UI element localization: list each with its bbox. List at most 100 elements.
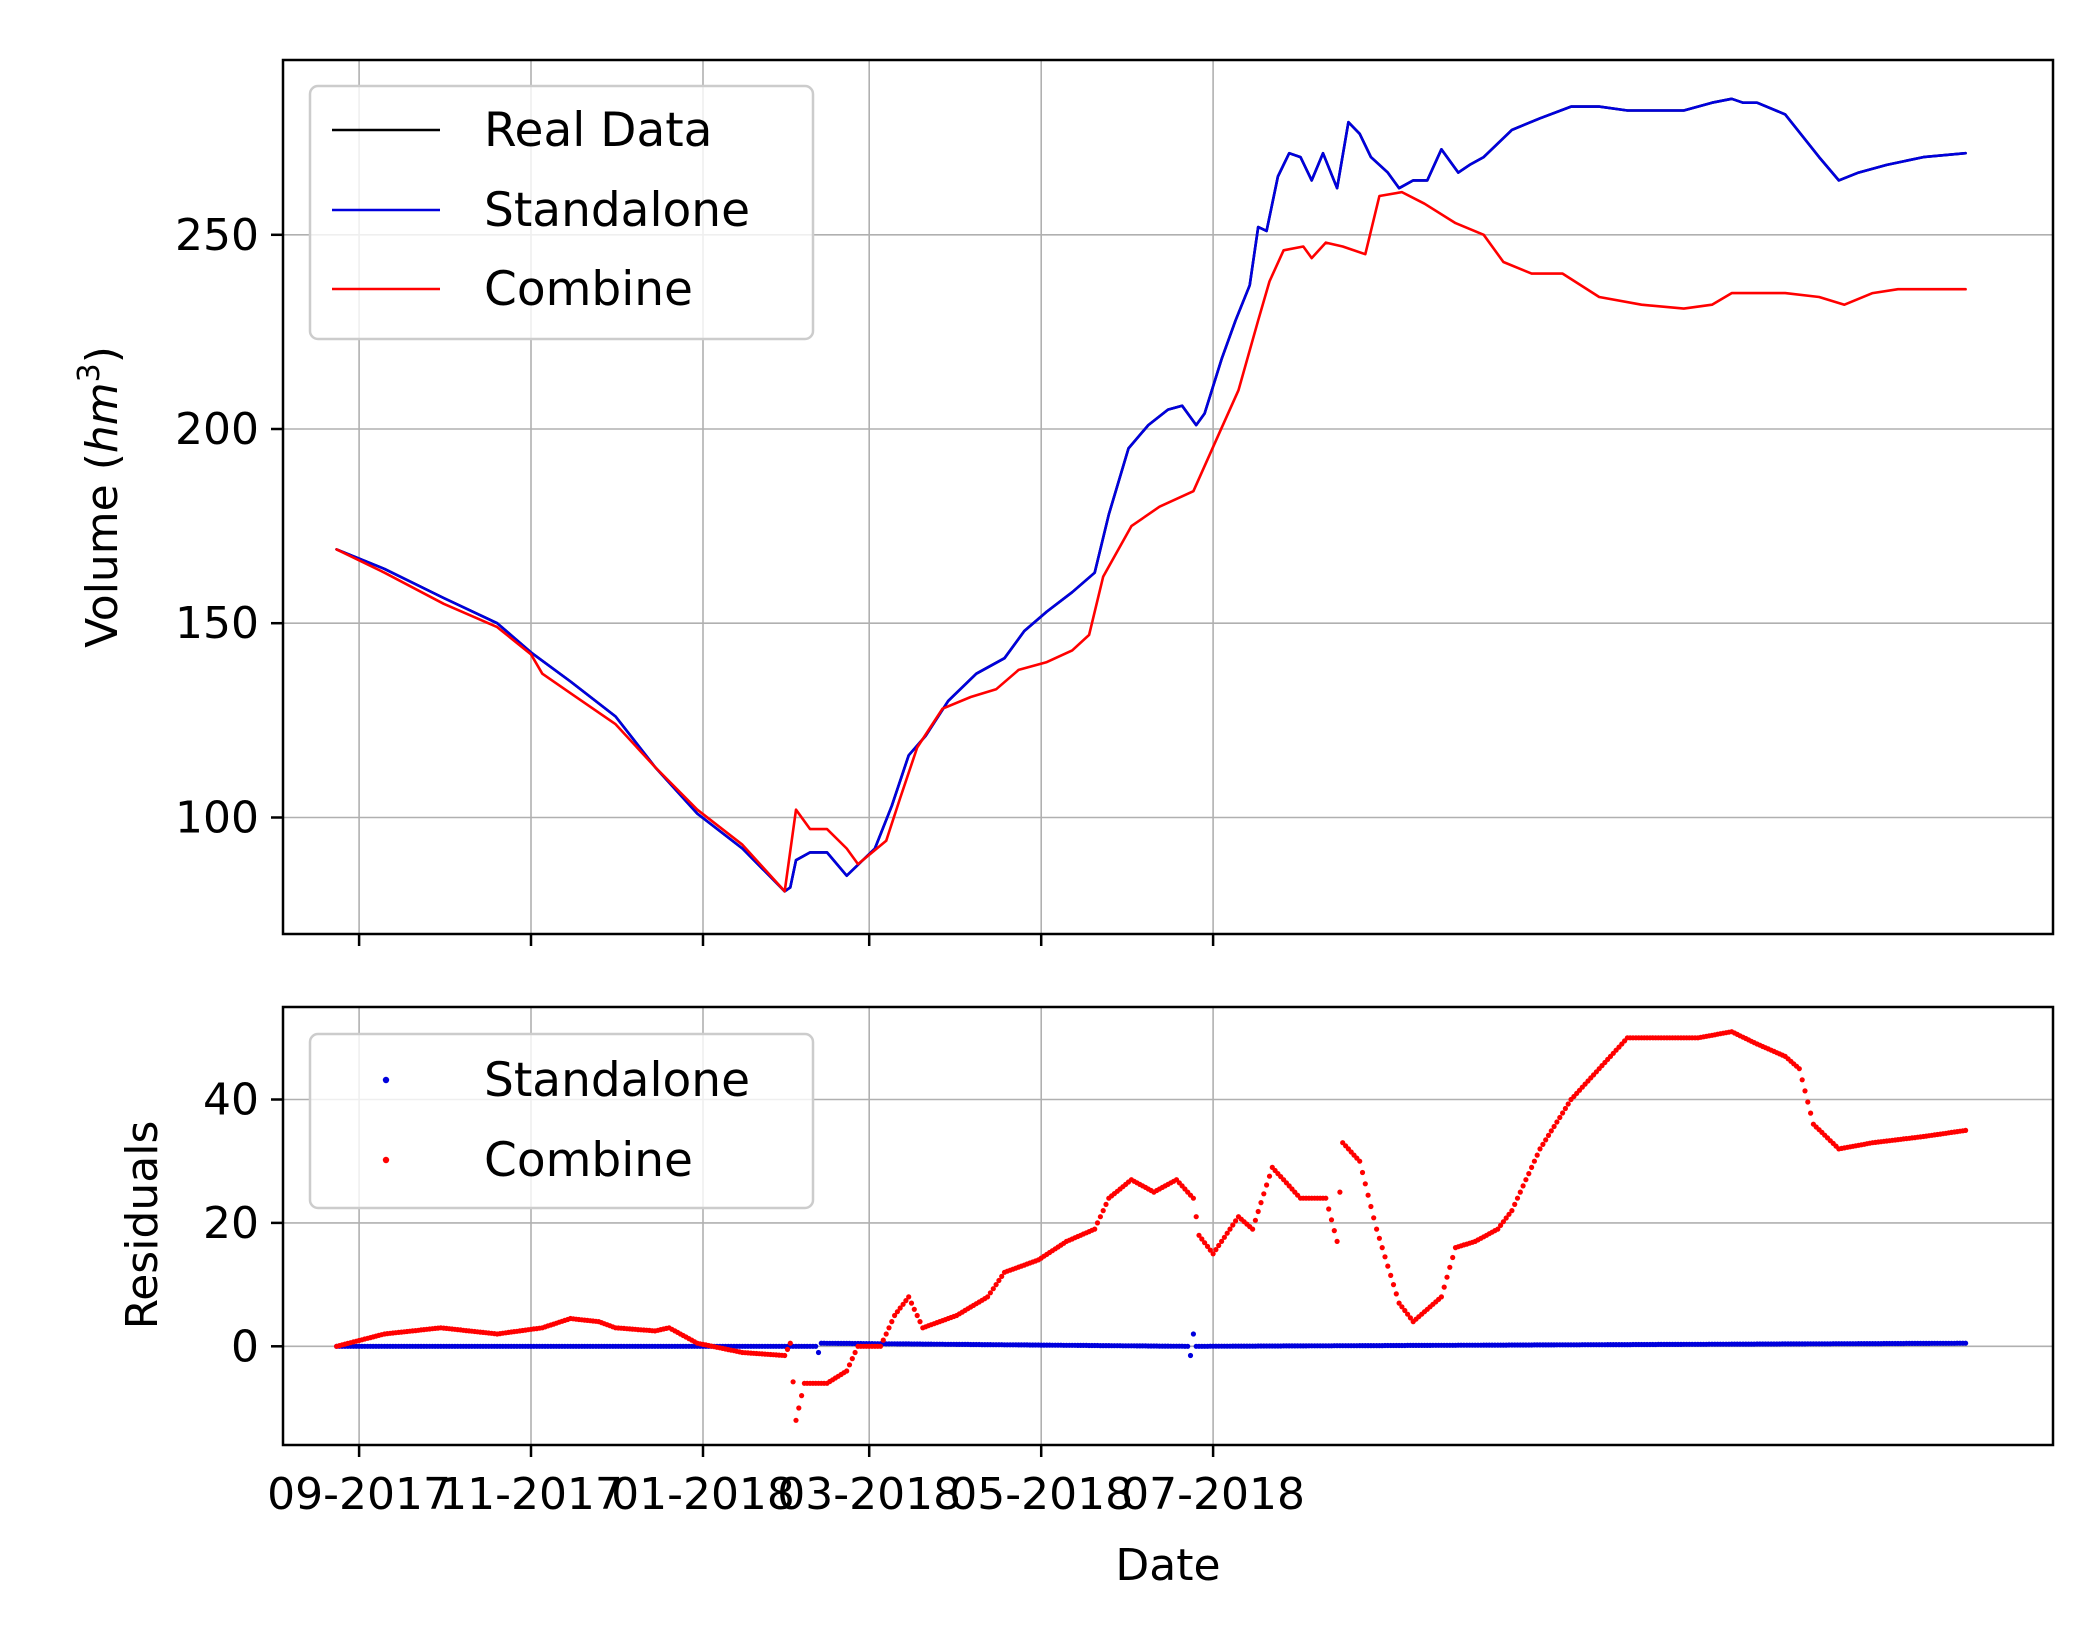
volume-legend: Real Data Standalone Combine bbox=[308, 84, 815, 341]
residual-point bbox=[1963, 1340, 1969, 1346]
residuals-axes-frame bbox=[281, 1005, 2055, 1447]
residual-point bbox=[996, 1277, 1002, 1284]
residual-point bbox=[793, 1417, 799, 1423]
residual-point bbox=[815, 1349, 822, 1356]
residual-point bbox=[1357, 1158, 1363, 1164]
residual-point bbox=[889, 1319, 895, 1325]
residual-point bbox=[1216, 1242, 1222, 1249]
residual-point bbox=[1402, 1307, 1408, 1314]
residual-point bbox=[1362, 1181, 1368, 1187]
legend-label-real-data: Real Data bbox=[484, 103, 712, 158]
residual-point bbox=[1805, 1099, 1811, 1105]
volume-y-axis-label: Volume (hm3) bbox=[72, 346, 128, 648]
residual-point bbox=[1261, 1191, 1267, 1197]
volume-y-tick-label: 250 bbox=[175, 210, 259, 261]
x-tick-label: 03-2018 bbox=[777, 1469, 961, 1520]
residual-point bbox=[1562, 1105, 1568, 1112]
residual-point bbox=[1328, 1217, 1335, 1223]
residual-point bbox=[1551, 1123, 1557, 1130]
residuals-x-ticks: 09-201711-201701-201803-201805-201807-20… bbox=[267, 1445, 1305, 1520]
residual-point bbox=[1255, 1208, 1261, 1215]
residual-point bbox=[1963, 1127, 1969, 1133]
residual-point bbox=[1548, 1128, 1554, 1134]
residual-point bbox=[880, 1337, 886, 1343]
residual-point bbox=[1207, 1247, 1213, 1253]
residual-point bbox=[1537, 1146, 1543, 1152]
residual-point bbox=[1405, 1311, 1411, 1317]
residual-point bbox=[886, 1325, 892, 1331]
residual-point bbox=[1250, 1226, 1256, 1232]
residual-point bbox=[1097, 1214, 1103, 1220]
residual-point bbox=[1560, 1110, 1566, 1116]
residual-point bbox=[1264, 1182, 1270, 1188]
residual-point bbox=[1441, 1284, 1447, 1290]
residuals-y-tick-label: 0 bbox=[231, 1321, 259, 1372]
residual-point bbox=[787, 1340, 793, 1346]
residual-point bbox=[1396, 1300, 1402, 1306]
residual-point bbox=[1100, 1208, 1106, 1214]
residual-point bbox=[784, 1346, 791, 1352]
residuals-y-axis-label: Residuals bbox=[117, 1121, 168, 1330]
residual-point bbox=[1337, 1189, 1343, 1195]
legend-marker-combine bbox=[382, 1156, 390, 1164]
residual-point bbox=[1190, 1195, 1196, 1201]
residual-point bbox=[1503, 1215, 1509, 1221]
series-points-combine bbox=[334, 1029, 1969, 1423]
residual-point bbox=[1199, 1236, 1205, 1242]
volume-x-ticks bbox=[357, 934, 1215, 946]
residual-point bbox=[846, 1362, 853, 1368]
residual-point bbox=[1230, 1222, 1236, 1228]
residuals-y-ticks: 0 20 40 bbox=[203, 1075, 283, 1372]
series-points-standalone bbox=[334, 1331, 1969, 1359]
legend-marker-standalone bbox=[382, 1076, 390, 1084]
residual-point bbox=[1210, 1251, 1216, 1257]
residual-point bbox=[1444, 1274, 1450, 1280]
volume-axes-frame bbox=[281, 58, 2055, 936]
residual-point bbox=[917, 1319, 923, 1325]
residual-point bbox=[1534, 1152, 1540, 1158]
residual-point bbox=[1196, 1232, 1202, 1238]
residual-point bbox=[985, 1294, 991, 1300]
residual-point bbox=[987, 1290, 994, 1296]
residuals-legend: Standalone Combine bbox=[308, 1032, 815, 1210]
residual-point bbox=[877, 1343, 884, 1349]
residual-point bbox=[852, 1349, 858, 1356]
residual-point bbox=[796, 1405, 802, 1411]
residual-point bbox=[1323, 1195, 1329, 1201]
residual-point bbox=[1227, 1226, 1233, 1232]
residuals-y-tick-label: 20 bbox=[203, 1198, 259, 1249]
residual-point bbox=[993, 1282, 999, 1288]
volume-y-ticks: 100 150 200 250 bbox=[175, 210, 283, 844]
residual-point bbox=[1202, 1240, 1208, 1246]
residual-point bbox=[1531, 1158, 1537, 1164]
residual-point bbox=[1092, 1226, 1098, 1232]
residual-point bbox=[1514, 1195, 1521, 1201]
residual-point bbox=[1376, 1235, 1382, 1241]
residual-point bbox=[883, 1331, 889, 1337]
residual-point bbox=[903, 1298, 909, 1304]
residual-point bbox=[1190, 1331, 1196, 1337]
residual-point bbox=[1224, 1230, 1230, 1236]
residual-point bbox=[1517, 1189, 1523, 1195]
residual-point bbox=[1219, 1238, 1225, 1244]
volume-legend-box bbox=[308, 84, 815, 341]
residual-point bbox=[911, 1306, 917, 1312]
residual-point bbox=[1233, 1218, 1239, 1224]
residuals-legend-box bbox=[308, 1032, 815, 1210]
residual-point bbox=[1371, 1215, 1377, 1221]
residuals-y-tick-label: 40 bbox=[203, 1075, 259, 1126]
residual-point bbox=[1447, 1264, 1453, 1270]
residual-point bbox=[1094, 1220, 1101, 1226]
residual-point bbox=[906, 1294, 912, 1300]
residual-point bbox=[844, 1368, 850, 1374]
residual-point bbox=[990, 1286, 996, 1292]
residual-point bbox=[782, 1352, 788, 1359]
residual-point bbox=[1808, 1110, 1814, 1116]
residual-point bbox=[897, 1305, 903, 1311]
residual-point bbox=[1506, 1211, 1512, 1217]
residual-point bbox=[900, 1301, 906, 1307]
residual-point bbox=[1540, 1141, 1546, 1147]
volume-y-tick-label: 100 bbox=[175, 793, 259, 844]
legend-label-combine-residuals: Combine bbox=[484, 1133, 693, 1188]
